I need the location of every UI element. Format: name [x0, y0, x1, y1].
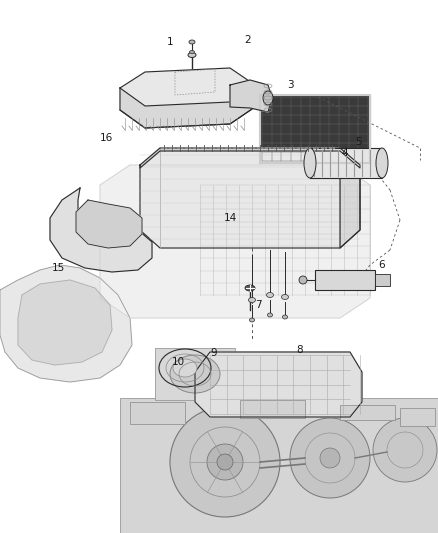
Circle shape: [207, 444, 243, 480]
Ellipse shape: [268, 313, 272, 317]
Polygon shape: [140, 148, 360, 248]
Ellipse shape: [188, 52, 196, 58]
Circle shape: [320, 448, 340, 468]
Circle shape: [290, 418, 370, 498]
Ellipse shape: [282, 295, 289, 300]
Circle shape: [299, 276, 307, 284]
Text: 14: 14: [223, 213, 237, 223]
Circle shape: [217, 454, 233, 470]
Text: 6: 6: [379, 260, 385, 270]
Text: 5: 5: [355, 137, 361, 147]
Ellipse shape: [173, 359, 197, 377]
Ellipse shape: [248, 297, 255, 303]
Bar: [315, 270, 375, 290]
Text: 16: 16: [99, 133, 113, 143]
Ellipse shape: [189, 40, 195, 44]
Ellipse shape: [170, 355, 220, 393]
Ellipse shape: [266, 293, 273, 297]
Text: 15: 15: [51, 263, 65, 273]
Text: 7: 7: [254, 300, 261, 310]
Ellipse shape: [250, 318, 254, 322]
Polygon shape: [50, 188, 152, 272]
Bar: [310, 148, 382, 178]
Ellipse shape: [263, 91, 273, 105]
Polygon shape: [100, 165, 370, 318]
Ellipse shape: [304, 148, 316, 178]
Polygon shape: [18, 280, 112, 365]
Bar: [240, 400, 305, 418]
Text: 8: 8: [297, 345, 303, 355]
Text: 4: 4: [342, 148, 348, 158]
Text: 9: 9: [211, 348, 217, 358]
Polygon shape: [120, 68, 255, 106]
Ellipse shape: [245, 285, 255, 291]
Text: 3: 3: [287, 80, 293, 90]
Ellipse shape: [283, 315, 287, 319]
Circle shape: [170, 407, 280, 517]
Circle shape: [373, 418, 437, 482]
Bar: [375, 274, 390, 286]
Bar: [340, 405, 395, 420]
Bar: [400, 408, 435, 426]
Text: 10: 10: [171, 357, 184, 367]
Bar: [120, 398, 438, 533]
Polygon shape: [120, 85, 255, 128]
Bar: [130, 402, 185, 424]
Polygon shape: [76, 200, 142, 248]
Bar: [260, 95, 370, 163]
Polygon shape: [340, 148, 360, 248]
Polygon shape: [0, 265, 132, 382]
Bar: [260, 95, 370, 163]
Ellipse shape: [376, 148, 388, 178]
Polygon shape: [140, 148, 360, 168]
Polygon shape: [195, 352, 362, 417]
Polygon shape: [230, 80, 272, 112]
Text: 1: 1: [167, 37, 173, 47]
Text: 2: 2: [245, 35, 251, 45]
Bar: [155, 348, 235, 400]
Ellipse shape: [190, 51, 194, 53]
